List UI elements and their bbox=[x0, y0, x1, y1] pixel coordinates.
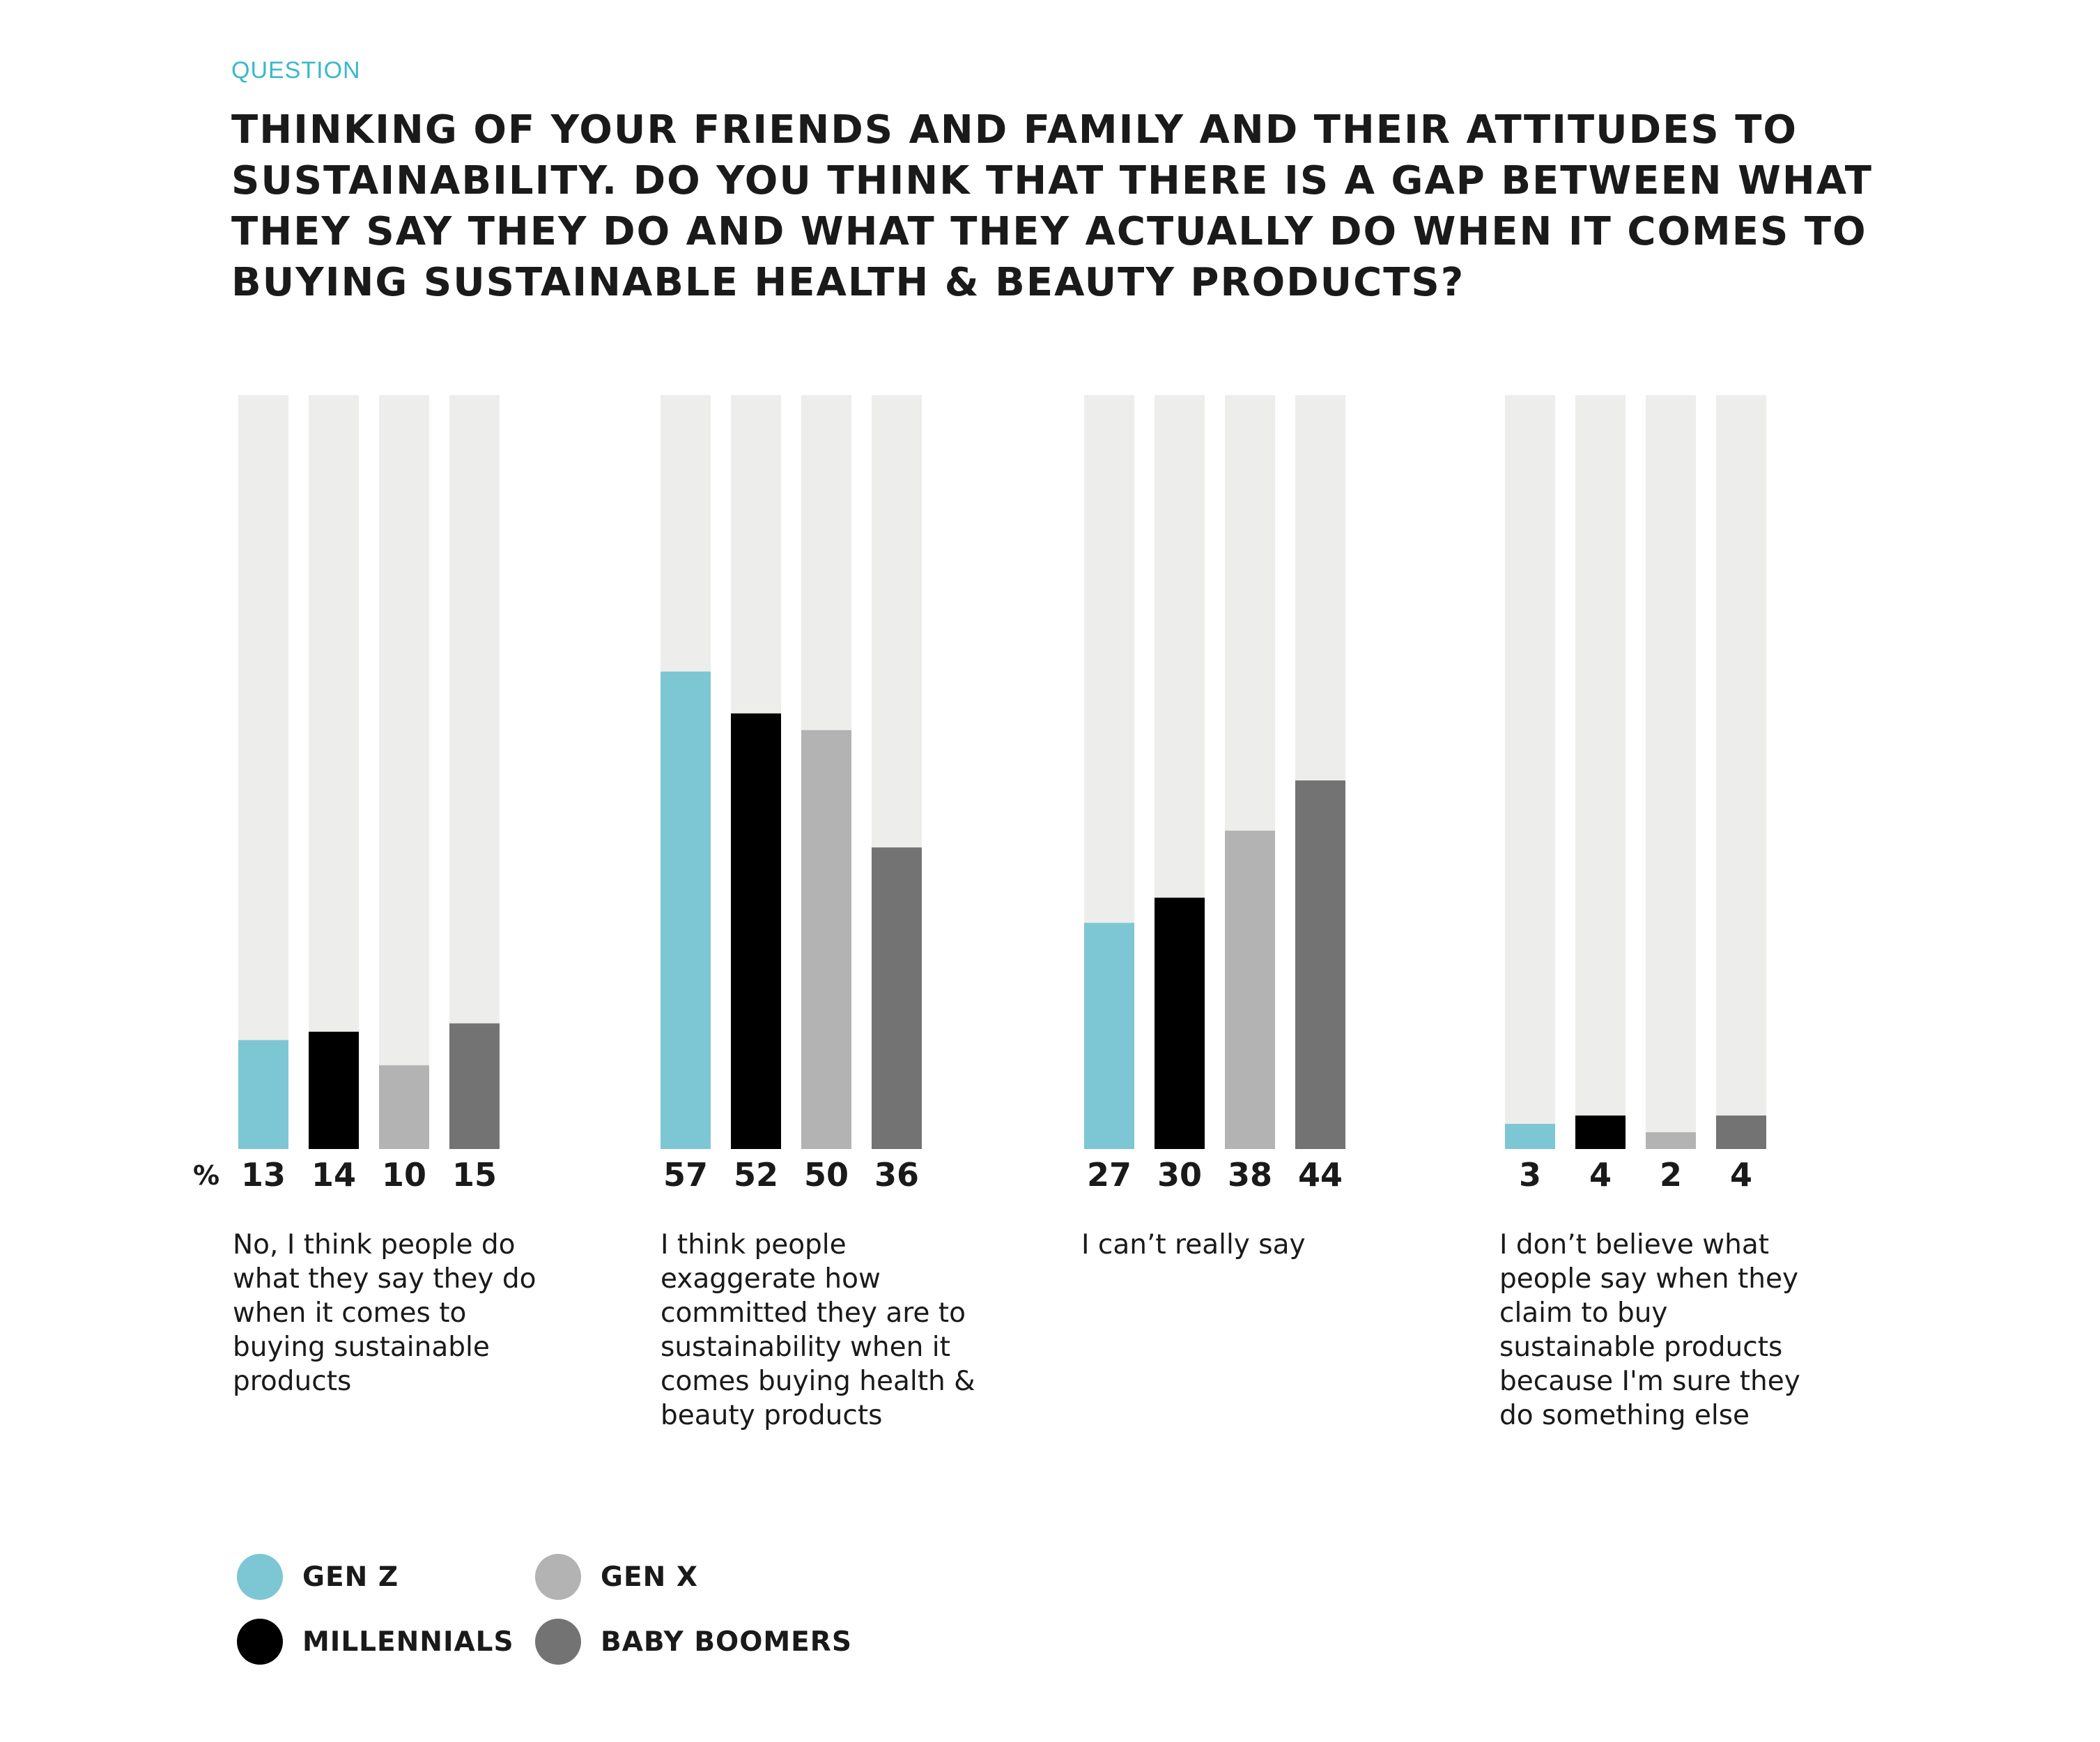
legend-label-baby-boomers: BABY BOOMERS bbox=[601, 1626, 852, 1658]
category-label-3: I can’t really say bbox=[1081, 1229, 1306, 1261]
value-label-group4-gen-x: 2 bbox=[1660, 1156, 1682, 1194]
bar-group4-gen-z bbox=[1505, 1123, 1555, 1149]
legend-item-baby-boomers: BABY BOOMERS bbox=[535, 1617, 852, 1666]
value-label-group3-gen-x: 38 bbox=[1228, 1156, 1272, 1194]
bar-group2-baby-boomers bbox=[872, 847, 922, 1149]
bar-chart: 13 14 10 15 57 52 50 36 27 30 38 44 3 4 2 4% bbox=[193, 395, 1766, 1194]
value-label-group2-gen-x: 50 bbox=[804, 1156, 849, 1194]
bar-group1-millennials bbox=[309, 1031, 359, 1149]
legend-item-millennials: MILLENNIALS bbox=[237, 1617, 514, 1666]
value-label-group2-gen-z: 57 bbox=[663, 1156, 708, 1194]
bar-track-group4-gen-x bbox=[1646, 395, 1696, 1149]
value-label-group3-millennials: 30 bbox=[1157, 1156, 1202, 1194]
legend-label-millennials: MILLENNIALS bbox=[302, 1626, 514, 1658]
legend-swatch-gen-z bbox=[237, 1554, 283, 1600]
category-label-2: I think people exaggerate how committed … bbox=[661, 1229, 975, 1431]
bar-group4-gen-x bbox=[1646, 1132, 1696, 1149]
value-label-group3-baby-boomers: 44 bbox=[1298, 1156, 1343, 1194]
question-label: QUESTION bbox=[231, 57, 361, 84]
bar-group1-gen-x bbox=[379, 1065, 429, 1149]
legend-label-gen-z: GEN Z bbox=[302, 1561, 399, 1593]
value-label-group4-gen-z: 3 bbox=[1519, 1156, 1541, 1194]
category-label-1: No, I think people do what they say they… bbox=[233, 1229, 536, 1397]
legend-swatch-gen-x bbox=[535, 1554, 581, 1600]
bar-track-group1-gen-x bbox=[379, 395, 429, 1149]
bar-group3-gen-x bbox=[1225, 831, 1275, 1149]
bar-track-group4-millennials bbox=[1575, 395, 1626, 1149]
percent-unit-label: % bbox=[193, 1160, 219, 1191]
question-title: THINKING OF YOUR FRIENDS AND FAMILY AND … bbox=[231, 107, 1873, 305]
value-label-group1-gen-z: 13 bbox=[241, 1156, 286, 1194]
bar-group3-millennials bbox=[1155, 897, 1205, 1149]
legend-swatch-baby-boomers bbox=[535, 1619, 581, 1665]
value-label-group3-gen-z: 27 bbox=[1087, 1156, 1132, 1194]
value-label-group4-baby-boomers: 4 bbox=[1730, 1156, 1752, 1194]
bar-track-group1-gen-z bbox=[238, 395, 288, 1149]
legend-item-gen-x: GEN X bbox=[535, 1552, 698, 1601]
value-label-group1-gen-x: 10 bbox=[382, 1156, 426, 1194]
bar-group3-gen-z bbox=[1084, 923, 1134, 1149]
bar-track-group1-millennials bbox=[309, 395, 359, 1149]
value-label-group2-baby-boomers: 36 bbox=[874, 1156, 919, 1194]
bar-group1-gen-z bbox=[238, 1040, 288, 1149]
bar-track-group4-gen-z bbox=[1505, 395, 1555, 1149]
value-label-group1-baby-boomers: 15 bbox=[452, 1156, 497, 1194]
bar-group3-baby-boomers bbox=[1295, 780, 1345, 1149]
bar-track-group4-baby-boomers bbox=[1716, 395, 1766, 1149]
legend: GEN Z MILLENNIALS GEN X BABY BOOMERS bbox=[237, 1552, 934, 1678]
legend-label-gen-x: GEN X bbox=[601, 1561, 698, 1593]
bar-group4-millennials bbox=[1575, 1115, 1626, 1149]
value-label-group1-millennials: 14 bbox=[311, 1156, 356, 1194]
value-label-group2-millennials: 52 bbox=[734, 1156, 778, 1194]
bar-group1-baby-boomers bbox=[449, 1023, 500, 1149]
category-label-4: I don’t believe what people say when the… bbox=[1499, 1229, 1800, 1431]
bar-group2-gen-x bbox=[801, 730, 851, 1149]
value-label-group4-millennials: 4 bbox=[1589, 1156, 1612, 1194]
bar-group2-gen-z bbox=[661, 671, 711, 1149]
legend-swatch-millennials bbox=[237, 1619, 283, 1665]
legend-item-gen-z: GEN Z bbox=[237, 1552, 399, 1601]
bar-group4-baby-boomers bbox=[1716, 1115, 1766, 1149]
bar-group2-millennials bbox=[731, 713, 781, 1149]
